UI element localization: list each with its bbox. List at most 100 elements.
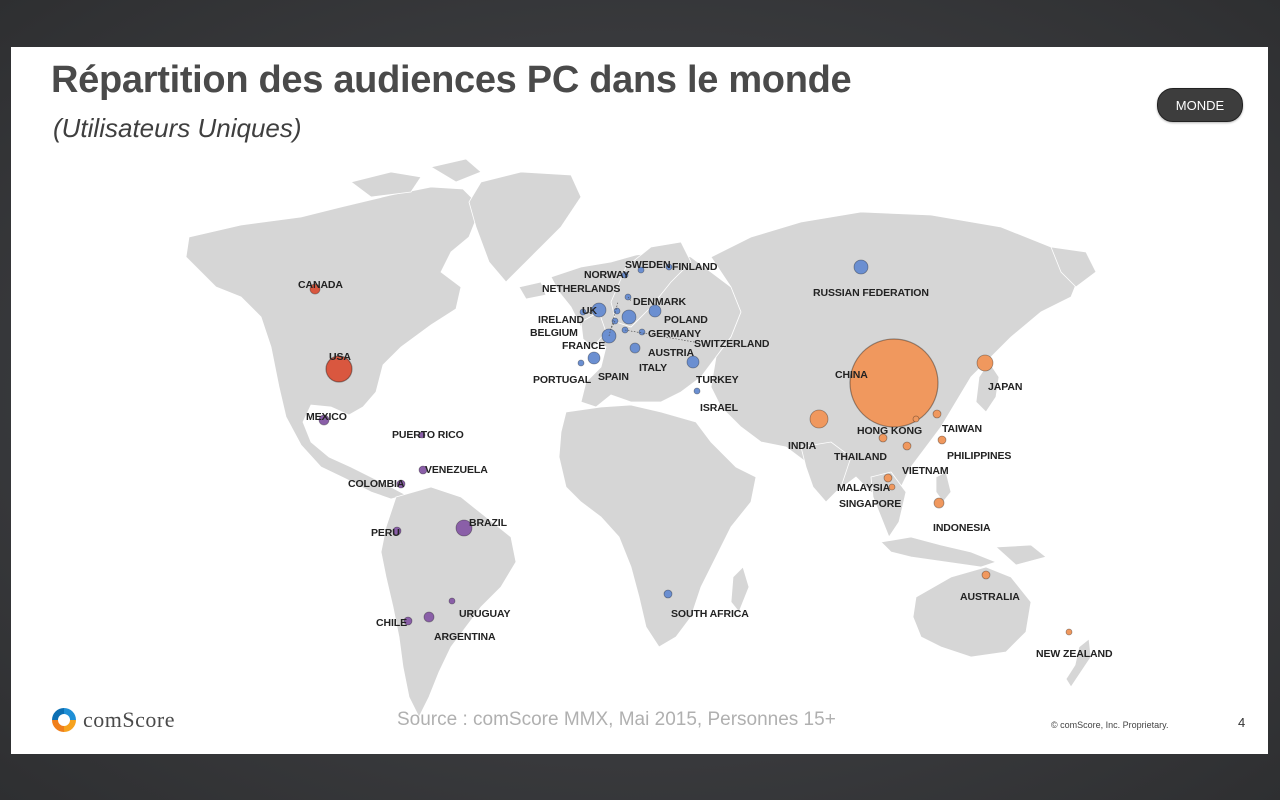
label-malaysia: MALAYSIA	[837, 482, 891, 494]
bubble-italy	[629, 342, 641, 354]
bubble-poland	[648, 304, 662, 318]
label-indonesia: INDONESIA	[933, 522, 991, 534]
label-philippines: PHILIPPINES	[947, 450, 1011, 462]
labels-layer: CANADA USA MEXICO PUERTO RICO VENEZUELA COLOM…	[298, 259, 1113, 660]
page-number: 4	[1238, 715, 1246, 730]
label-usa: USA	[329, 351, 351, 363]
copyright-note: © comScore, Inc. Proprietary.	[1051, 720, 1169, 730]
bubble-australia	[981, 570, 991, 580]
slide: Répartition des audiences PC dans le mon…	[11, 47, 1268, 754]
bubble-thailand	[878, 433, 888, 443]
bubble-usa	[325, 355, 353, 383]
bubble-turkey	[686, 355, 700, 369]
bubble-philippines	[937, 435, 947, 445]
comscore-logo-text: comScore	[83, 707, 175, 732]
bubble-vietnam	[902, 441, 912, 451]
label-netherlands: NETHERLANDS	[542, 283, 620, 295]
bubble-malaysia	[883, 473, 893, 483]
label-australia: AUSTRALIA	[960, 591, 1020, 603]
bubble-puerto-rico	[418, 431, 426, 439]
bubble-russian-federation	[853, 259, 869, 275]
label-austria: AUSTRIA	[648, 347, 694, 359]
label-puerto-rico: PUERTO RICO	[392, 429, 464, 441]
label-vietnam: VIETNAM	[902, 465, 949, 477]
bubble-uruguay	[448, 597, 456, 605]
label-israel: ISRAEL	[700, 402, 739, 414]
bubble-sweden	[637, 266, 645, 274]
leader-line	[627, 296, 632, 302]
region-button[interactable]: MONDE	[1157, 88, 1243, 122]
label-france: FRANCE	[562, 340, 605, 352]
label-turkey: TURKEY	[696, 374, 739, 386]
label-denmark: DENMARK	[633, 296, 686, 308]
label-peru: PERU	[371, 527, 400, 539]
comscore-logo-icon	[52, 708, 76, 732]
bubble-china	[849, 338, 939, 428]
bubble-south-africa	[663, 589, 673, 599]
bubble-colombia	[396, 479, 406, 489]
label-belgium: BELGIUM	[530, 327, 578, 339]
bubble-singapore	[888, 483, 896, 491]
label-canada: CANADA	[298, 279, 343, 291]
label-mexico: MEXICO	[306, 411, 347, 423]
leader-line	[624, 329, 695, 343]
label-argentina: ARGENTINA	[434, 631, 496, 643]
bubble-indonesia	[933, 497, 945, 509]
bubble-venezuela	[418, 465, 428, 475]
bubble-austria	[638, 328, 646, 336]
label-russian-federation: RUSSIAN FEDERATION	[813, 287, 929, 299]
label-switzerland: SWITZERLAND	[694, 338, 770, 350]
bubble-finland	[665, 263, 673, 271]
label-uk: UK	[582, 305, 597, 317]
bubble-mexico	[318, 414, 330, 426]
label-india: INDIA	[788, 440, 817, 452]
label-poland: POLAND	[664, 314, 708, 326]
world-bubble-map: CANADA USA MEXICO PUERTO RICO VENEZUELA COLOM…	[185, 158, 1113, 718]
bubble-new-zealand	[1065, 628, 1073, 636]
bubble-brazil	[455, 519, 473, 537]
label-sweden: SWEDEN	[625, 259, 671, 271]
label-uruguay: URUGUAY	[459, 608, 511, 620]
bubble-peru	[392, 526, 402, 536]
label-spain: SPAIN	[598, 371, 629, 383]
bubble-portugal	[577, 359, 585, 367]
label-taiwan: TAIWAN	[942, 423, 982, 435]
bubble-india	[809, 409, 829, 429]
bubble-japan	[976, 354, 994, 372]
label-new-zealand: NEW ZEALAND	[1036, 648, 1113, 660]
label-portugal: PORTUGAL	[533, 374, 592, 386]
bubble-netherlands	[613, 307, 621, 315]
bubble-taiwan	[932, 409, 942, 419]
label-chile: CHILE	[376, 617, 407, 629]
bubble-spain	[587, 351, 601, 365]
label-ireland: IRELAND	[538, 314, 584, 326]
leader-line	[582, 311, 592, 314]
bubble-norway	[621, 271, 629, 279]
leader-line	[610, 320, 616, 330]
bubbles-layer	[309, 259, 1073, 636]
bubble-argentina	[423, 611, 435, 623]
slide-subtitle: (Utilisateurs Uniques)	[53, 113, 302, 143]
label-norway: NORWAY	[584, 269, 630, 281]
slide-title: Répartition des audiences PC dans le mon…	[51, 59, 852, 101]
bubble-hong-kong	[912, 415, 920, 423]
label-colombia: COLOMBIA	[348, 478, 405, 490]
comscore-logo: comScore	[51, 707, 175, 733]
label-italy: ITALY	[639, 362, 667, 374]
label-brazil: BRAZIL	[469, 517, 508, 529]
bubble-chile	[403, 616, 413, 626]
label-japan: JAPAN	[988, 381, 1022, 393]
source-note: Source : comScore MMX, Mai 2015, Personn…	[397, 709, 836, 730]
bubble-israel	[693, 387, 701, 395]
bubble-germany	[621, 309, 637, 325]
label-south-africa: SOUTH AFRICA	[671, 608, 749, 620]
label-thailand: THAILAND	[834, 451, 887, 463]
bubble-canada	[309, 283, 321, 295]
bubble-uk	[591, 302, 607, 318]
world-land	[185, 158, 1097, 718]
label-hong-kong: HONG KONG	[857, 425, 922, 437]
label-finland: FINLAND	[672, 261, 718, 273]
label-venezuela: VENEZUELA	[425, 464, 488, 476]
label-germany: GERMANY	[648, 328, 701, 340]
label-china: CHINA	[835, 369, 868, 381]
